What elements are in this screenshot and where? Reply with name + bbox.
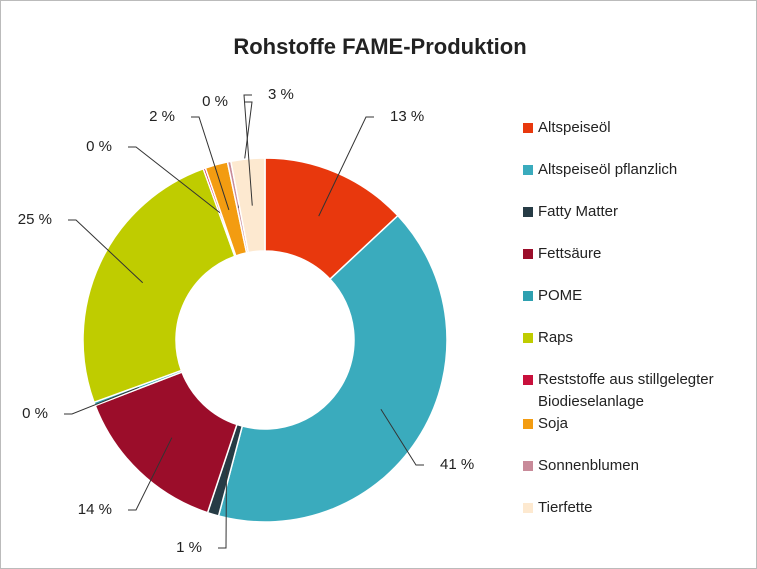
legend-label: Raps <box>538 329 574 346</box>
slice <box>94 371 238 514</box>
legend-label: Tierfette <box>538 499 593 516</box>
legend-label: Altspeiseöl pflanzlich <box>538 161 678 178</box>
slice <box>229 157 266 254</box>
legend-item: Tierfette <box>523 497 753 519</box>
legend-swatch <box>523 207 533 217</box>
legend-swatch <box>523 165 533 175</box>
legend-label: Altspeiseöl <box>538 119 611 136</box>
data-label: 1 % <box>176 539 202 556</box>
data-label: 0 % <box>22 405 48 422</box>
data-label: 0 % <box>86 138 112 155</box>
leader-line <box>64 386 139 415</box>
legend-label: Fettsäure <box>538 245 602 262</box>
legend-item: Sonnenblumen <box>523 455 753 477</box>
legend-item: Raps <box>523 327 753 349</box>
data-label: 13 % <box>390 108 424 125</box>
data-label: 2 % <box>149 108 175 125</box>
legend-item: Altspeiseöl <box>523 117 753 139</box>
leader-line <box>380 408 424 466</box>
legend-swatch <box>523 123 533 133</box>
legend-label: Sonnenblumen <box>538 457 639 474</box>
legend-item: Reststoffe aus stillgelegter Biodieselan… <box>523 369 753 413</box>
legend-swatch <box>523 291 533 301</box>
data-label: 25 % <box>18 211 52 228</box>
legend-swatch <box>523 503 533 513</box>
leader-line <box>68 219 144 284</box>
leader-line <box>243 94 253 206</box>
leader-line <box>128 437 173 511</box>
data-label: 3 % <box>268 86 294 103</box>
legend-item: POME <box>523 285 753 307</box>
legend-swatch <box>523 249 533 259</box>
legend-label: Reststoffe aus stillgelegter Biodieselan… <box>538 371 714 410</box>
slice <box>82 167 236 404</box>
leader-line <box>128 146 221 214</box>
chart-title: Rohstoffe FAME-Produktion <box>233 34 526 59</box>
legend-item: Fatty Matter <box>523 201 753 223</box>
legend-label: Fatty Matter <box>538 203 619 220</box>
leader-line <box>191 116 230 211</box>
legend-label: Soja <box>538 415 569 432</box>
legend-swatch <box>523 333 533 343</box>
data-label: 0 % <box>202 93 228 110</box>
leader-line <box>218 469 227 549</box>
legend-swatch <box>523 375 533 385</box>
data-label: 14 % <box>78 501 112 518</box>
data-label: 41 % <box>440 456 474 473</box>
legend-swatch <box>523 419 533 429</box>
legend-item: Soja <box>523 413 753 435</box>
legend-label: POME <box>538 287 583 304</box>
leader-line <box>318 116 374 217</box>
legend-item: Altspeiseöl pflanzlich <box>523 159 753 181</box>
slice <box>217 214 448 523</box>
legend-item: Fettsäure <box>523 243 753 265</box>
legend-swatch <box>523 461 533 471</box>
